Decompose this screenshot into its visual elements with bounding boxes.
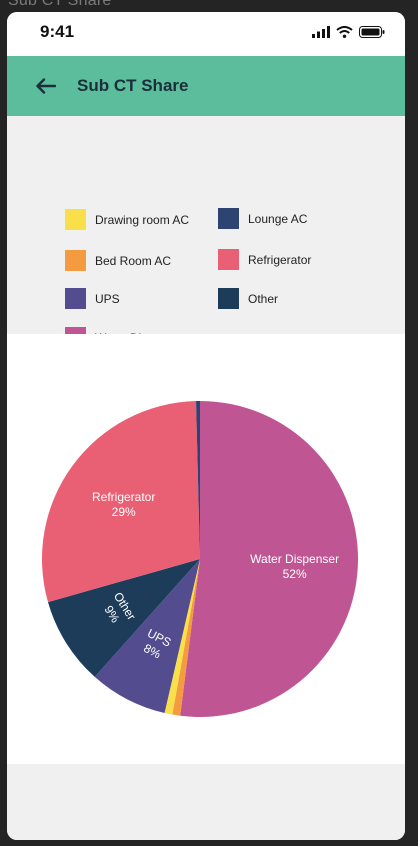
legend-item-refrigerator: Refrigerator — [218, 249, 311, 270]
pie-slice-drawing-room-ac[interactable] — [164, 559, 200, 715]
pie-label-name: Refrigerator — [92, 490, 155, 504]
legend-item-bed-room-ac: Bed Room AC — [65, 250, 171, 271]
phone-screen: 9:41 Sub CT Sh — [7, 12, 405, 840]
legend-item-ups: UPS — [65, 288, 120, 309]
battery-icon — [359, 26, 385, 38]
pie-slice-ups[interactable] — [94, 559, 200, 713]
legend-swatch — [218, 249, 239, 270]
legend-label: Drawing room AC — [95, 212, 190, 227]
window-title: Sub CT Share — [8, 0, 112, 9]
pie-slice-water-dispenser[interactable] — [180, 401, 358, 717]
back-arrow-icon — [36, 78, 56, 94]
legend-label: Other — [248, 291, 279, 306]
app-bar: Sub CT Share — [7, 56, 405, 116]
pie-label-name: Water Dispenser — [250, 552, 339, 566]
pie-slice-refrigerator[interactable] — [41, 401, 201, 603]
pie-slice-lounge-ac[interactable] — [196, 401, 200, 559]
chart-legend: Drawing room AC Lounge AC Bed Room AC Re… — [7, 116, 405, 348]
signal-icon — [312, 26, 330, 38]
pie-label-percent: 29% — [112, 505, 136, 519]
legend-label: UPS — [95, 291, 120, 306]
pie-slice-bed-room-ac[interactable] — [172, 559, 200, 716]
legend-item-other: Other — [218, 288, 278, 309]
legend-item-lounge-ac: Lounge AC — [218, 208, 307, 229]
status-bar: 9:41 — [7, 12, 405, 56]
back-button[interactable] — [29, 69, 63, 103]
footer-area — [7, 764, 405, 840]
pie-label-percent: 52% — [283, 567, 307, 581]
legend-swatch — [218, 288, 239, 309]
legend-swatch — [65, 209, 86, 230]
wifi-icon — [336, 26, 353, 38]
chart-panel: Water Dispenser 52% UPS 8% Other 9% Refrigerat… — [7, 334, 405, 764]
legend-swatch — [218, 208, 239, 229]
status-time: 9:41 — [40, 22, 75, 41]
pie-slice-other[interactable] — [47, 559, 200, 677]
pie-chart: Water Dispenser52%UPS8%Other9%Refrigerat… — [41, 401, 358, 717]
page-title: Sub CT Share — [77, 76, 189, 95]
legend-label: Bed Room AC — [95, 253, 172, 268]
legend-label: Refrigerator — [248, 252, 312, 267]
legend-item-drawing-room-ac: Drawing room AC — [65, 209, 189, 230]
legend-label: Lounge AC — [248, 211, 308, 226]
status-icons — [312, 26, 385, 38]
legend-swatch — [65, 288, 86, 309]
legend-swatch — [65, 250, 86, 271]
